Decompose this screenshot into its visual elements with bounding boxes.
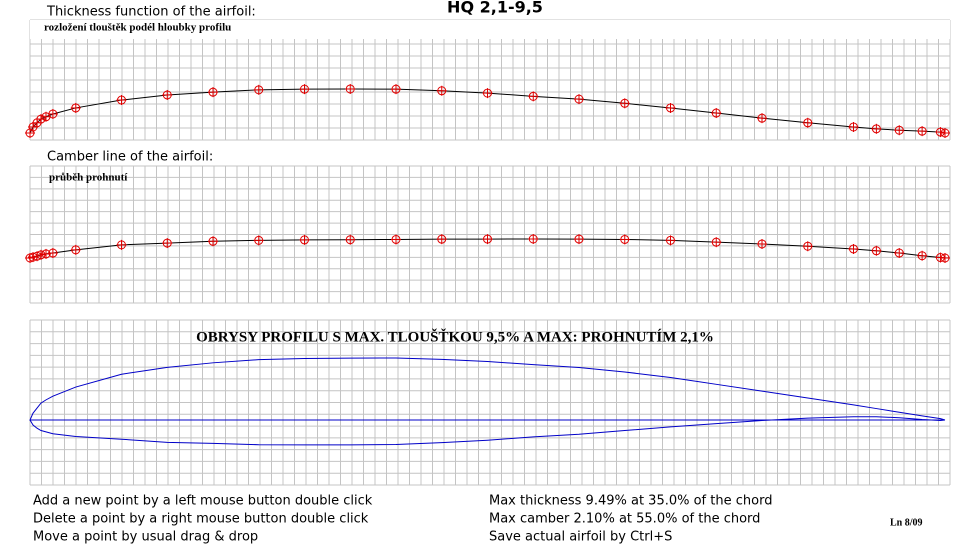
control-point	[935, 127, 945, 137]
control-point	[483, 88, 492, 98]
control-point	[117, 95, 126, 105]
control-point	[208, 236, 218, 246]
control-point	[849, 244, 858, 254]
control-point	[528, 234, 538, 244]
control-point	[41, 249, 51, 259]
control-point	[48, 248, 58, 258]
control-point	[894, 248, 904, 258]
control-point	[620, 234, 630, 244]
control-point	[254, 235, 264, 245]
control-point	[162, 90, 172, 100]
stat-text: Max thickness 9.49% at 35.0% of the chor…	[489, 494, 772, 509]
control-point	[917, 251, 927, 261]
control-point	[208, 87, 218, 97]
control-point	[871, 124, 881, 134]
panel-sublabel: rozložení tlouštěk podél hloubky profilu	[44, 22, 231, 34]
control-point	[345, 235, 355, 245]
version: Ln 8/09	[890, 517, 923, 528]
help-text: Delete a point by a right mouse button d…	[33, 512, 369, 527]
control-point	[666, 103, 675, 113]
stat-text: Save actual airfoil by Ctrl+S	[489, 530, 672, 545]
control-point	[437, 234, 447, 244]
control-point	[36, 114, 46, 124]
panel-label: Thickness function of the airfoil:	[46, 5, 256, 20]
help-text: Add a new point by a left mouse button d…	[33, 494, 373, 509]
control-point	[528, 91, 538, 101]
control-point	[803, 241, 813, 251]
panel-title: OBRYSY PROFILU S MAX. TLOUŠŤKOU 9,5% A M…	[196, 328, 714, 345]
label-bg	[30, 20, 950, 39]
control-point	[25, 128, 35, 138]
control-point	[666, 235, 675, 245]
stat-text: Max camber 2.10% at 55.0% of the chord	[489, 512, 760, 527]
control-point	[849, 122, 858, 132]
control-point	[620, 98, 630, 108]
control-point	[917, 126, 927, 136]
panel-sublabel: průběh prohnutí	[49, 172, 128, 184]
control-point	[36, 250, 46, 260]
control-point	[300, 84, 309, 94]
control-point	[803, 118, 813, 128]
control-point	[940, 128, 950, 138]
control-point	[71, 245, 81, 255]
control-point	[711, 108, 721, 118]
control-point	[894, 125, 904, 135]
control-point	[345, 84, 355, 94]
control-point	[117, 240, 126, 250]
control-point	[483, 234, 492, 244]
airfoil-outline	[29, 357, 946, 446]
control-point	[162, 238, 172, 248]
control-point	[711, 237, 721, 247]
panel-label: Camber line of the airfoil:	[47, 150, 213, 165]
control-point	[871, 246, 881, 256]
control-point	[391, 234, 401, 244]
control-point	[757, 113, 767, 123]
control-point	[391, 84, 401, 94]
help-text: Move a point by usual drag & drop	[33, 530, 258, 545]
control-point	[71, 103, 81, 113]
control-point	[300, 235, 309, 245]
title: HQ 2,1-9,5	[447, 0, 543, 17]
control-point	[437, 86, 447, 96]
control-point	[574, 234, 584, 244]
control-point	[254, 85, 264, 95]
control-point	[940, 253, 950, 263]
control-point	[757, 239, 767, 249]
control-point	[574, 94, 584, 104]
grids	[29, 19, 951, 486]
control-point	[48, 109, 58, 119]
